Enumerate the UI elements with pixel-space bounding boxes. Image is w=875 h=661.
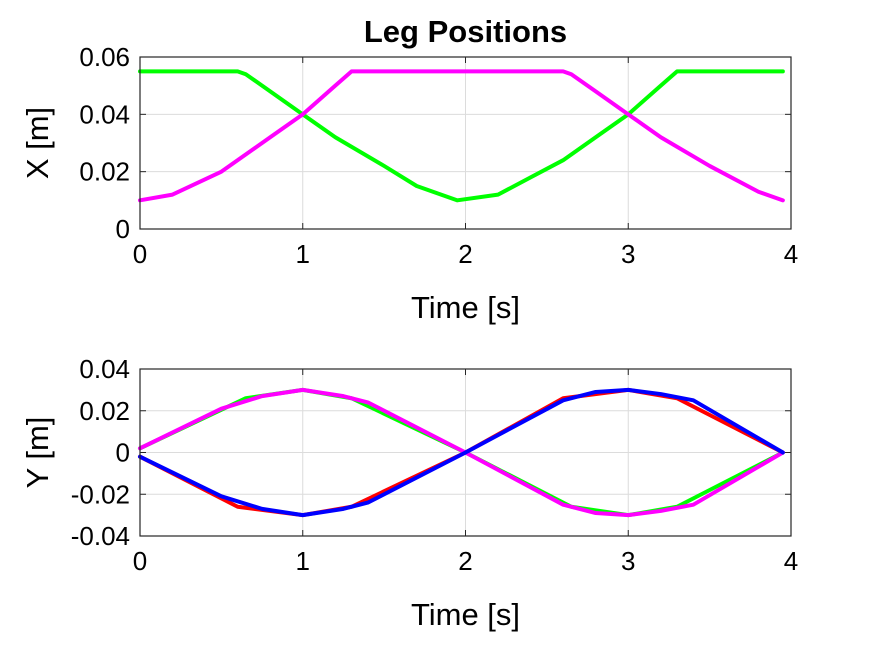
y-axis-label: Y [m]: [20, 417, 55, 489]
y-axis-label: X [m]: [20, 107, 55, 179]
x-tick-label: 1: [296, 239, 310, 269]
series-line-0: [138, 69, 785, 203]
x-tick-label: 4: [784, 239, 798, 269]
y-tick-label: 0.04: [79, 354, 130, 384]
y-tick-label: 0.06: [79, 42, 130, 72]
x-tick-label: 4: [784, 546, 798, 576]
x-tick-label: 0: [133, 546, 147, 576]
y-tick-label: -0.04: [71, 521, 130, 551]
x-tick-label: 2: [458, 239, 472, 269]
x-axis-label: Time [s]: [411, 290, 520, 325]
y-tick-label: 0.02: [79, 396, 130, 426]
y-tick-label: -0.02: [71, 479, 130, 509]
y-tick-label: 0: [116, 438, 130, 468]
x-tick-label: 3: [621, 239, 635, 269]
series-line-3: [138, 387, 785, 518]
x-position-plot: 0 1 2 3 4 0 0.02 0.04 0.06 Time [s] X [m] Leg Posit…: [20, 14, 798, 325]
series-line-1: [138, 69, 785, 203]
x-tick-label: 3: [621, 546, 635, 576]
y-tick-label: 0: [116, 214, 130, 244]
chart-title: Leg Positions: [364, 14, 567, 49]
y-tick-label: 0.04: [79, 99, 130, 129]
x-tick-label: 2: [458, 546, 472, 576]
x-axis-label: Time [s]: [411, 597, 520, 632]
x-tick-label: 1: [296, 546, 310, 576]
x-tick-label: 0: [133, 239, 147, 269]
y-position-plot: 0 1 2 3 4 -0.04 -0.02 0 0.02 0.04 Time [s] Y [m]: [20, 354, 798, 632]
y-tick-label: 0.02: [79, 157, 130, 187]
